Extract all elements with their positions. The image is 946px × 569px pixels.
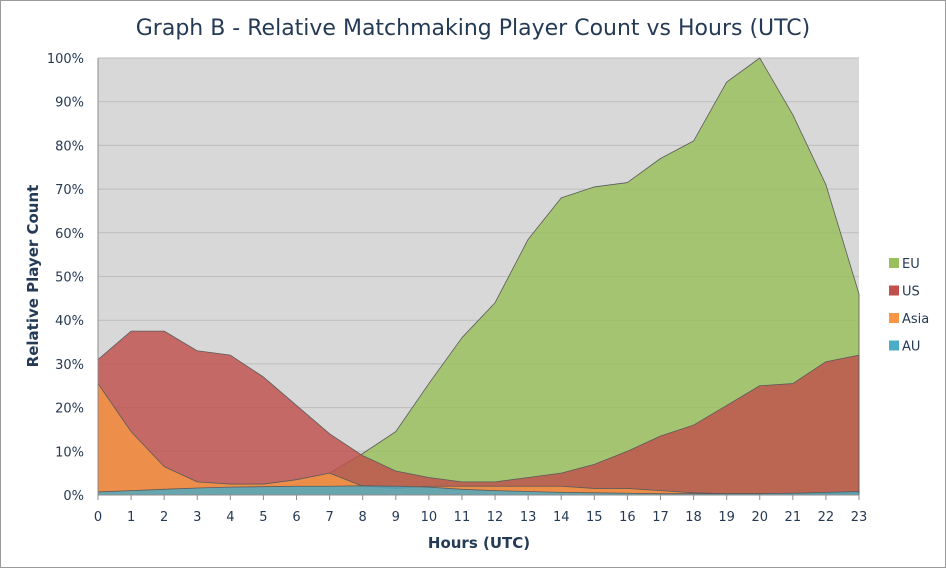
x-tick-label: 17: [652, 510, 669, 525]
x-tick-label: 23: [851, 510, 868, 525]
x-tick-label: 20: [751, 510, 768, 525]
x-tick-label: 9: [392, 510, 400, 525]
x-tick-label: 10: [421, 510, 438, 525]
legend-swatch-au: [889, 340, 899, 351]
x-tick-label: 16: [619, 510, 636, 525]
x-tick-label: 4: [226, 510, 234, 525]
x-tick-label: 19: [718, 510, 735, 525]
legend-label-au: AU: [902, 340, 920, 355]
x-tick-label: 15: [586, 510, 603, 525]
x-tick-label: 0: [94, 510, 102, 525]
legend-swatch-us: [889, 285, 899, 296]
x-tick-label: 5: [259, 510, 267, 525]
x-tick-label: 14: [553, 510, 570, 525]
y-tick-label: 80%: [55, 139, 84, 154]
x-tick-label: 6: [292, 510, 300, 525]
series-areas: [97, 57, 860, 496]
y-tick-label: 50%: [55, 271, 84, 286]
x-tick-label: 12: [487, 510, 504, 525]
y-tick-label: 40%: [55, 314, 84, 329]
x-tick-label: 3: [193, 510, 201, 525]
y-tick-label: 90%: [55, 96, 84, 111]
legend-swatch-asia: [889, 313, 899, 323]
x-tick-label: 11: [454, 510, 471, 525]
x-tick-label: 7: [325, 510, 333, 525]
x-axis-title: Hours (UTC): [428, 534, 530, 552]
y-tick-label: 100%: [47, 52, 84, 67]
y-axis-title: Relative Player Count: [24, 185, 42, 368]
y-tick-label: 10%: [55, 445, 84, 460]
axes: [97, 58, 860, 500]
area-au: [97, 485, 860, 496]
x-tick-labels: 0 1 2 3 4 5 6 7 8 9 10 11 12 13 14 15 16 17 18 19 20 21 22 23: [94, 510, 867, 525]
x-tick-label: 18: [685, 510, 702, 525]
legend-label-eu: EU: [902, 257, 920, 272]
y-tick-label: 20%: [55, 402, 84, 417]
legend-label-asia: Asia: [902, 312, 929, 327]
y-tick-label: 30%: [55, 358, 84, 373]
x-tick-label: 1: [127, 510, 135, 525]
y-tick-label: 70%: [55, 183, 84, 198]
area-us: [97, 330, 860, 496]
y-tick-label: 0%: [63, 489, 84, 504]
x-tick-label: 22: [818, 510, 835, 525]
x-tick-label: 2: [160, 510, 168, 525]
legend-label-us: US: [902, 285, 920, 300]
x-tick-label: 13: [520, 510, 537, 525]
y-tick-label: 60%: [55, 227, 84, 242]
legend-swatch-eu: [889, 258, 899, 268]
x-tick-label: 8: [359, 510, 367, 525]
x-tick-label: 21: [785, 510, 802, 525]
legend: EU US Asia AU: [889, 257, 929, 355]
y-tick-labels: 0% 10% 20% 30% 40% 50% 60% 70% 80% 90% 100%: [47, 52, 84, 504]
chart-title: Graph B - Relative Matchmaking Player Co…: [136, 16, 810, 41]
